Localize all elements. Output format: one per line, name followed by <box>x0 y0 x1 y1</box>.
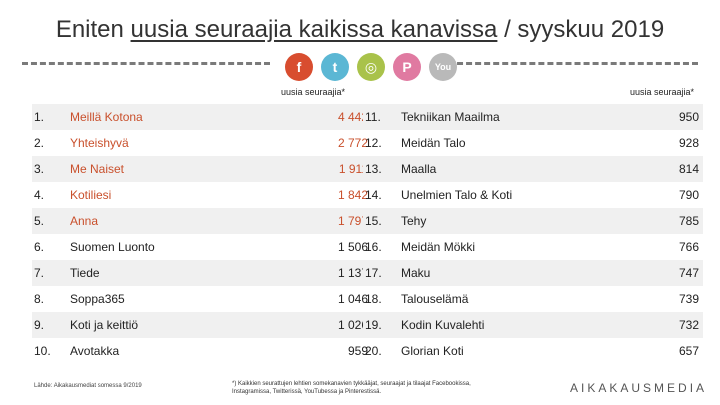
name-cell: Talouselämä <box>401 292 469 306</box>
name-cell: Kotiliesi <box>70 188 112 202</box>
rank-cell: 20. <box>365 344 382 358</box>
name-cell: Me Naiset <box>70 162 125 176</box>
value-cell: 732 <box>678 318 699 332</box>
value-cell: 1 046 <box>337 292 368 306</box>
name-cell: Glorian Koti <box>401 344 464 358</box>
table-row: 9. Koti ja keittiö 1 026 <box>32 312 372 338</box>
rank-cell: 6. <box>34 240 45 254</box>
value-cell: 1 506 <box>337 240 368 254</box>
table-row: 6. Suomen Luonto 1 506 <box>32 234 372 260</box>
social-icons: f t ◎ P You <box>285 53 457 83</box>
name-cell: Kodin Kuvalehti <box>401 318 485 332</box>
title-suffix: / syyskuu 2019 <box>497 16 665 43</box>
table-row: 18. Talouselämä 739 <box>363 286 703 312</box>
name-cell: Soppa365 <box>70 292 125 306</box>
table-row: 2. Yhteishyvä 2 772 <box>32 130 372 156</box>
rank-cell: 13. <box>365 162 382 176</box>
footnote: *) Kaikkien seurattujen lehtien somekana… <box>232 381 471 395</box>
page-title: Eniten uusia seuraajia kaikissa kanaviss… <box>0 16 720 44</box>
rank-cell: 3. <box>34 162 45 176</box>
value-cell: 1 137 <box>337 266 368 280</box>
dashed-divider-left <box>22 62 270 65</box>
name-cell: Meidän Mökki <box>401 240 476 254</box>
pinterest-icon: P <box>393 53 421 81</box>
brand-logo: AIKAKAUSMEDIA <box>570 381 708 395</box>
rank-cell: 12. <box>365 136 382 150</box>
value-cell: 747 <box>678 266 699 280</box>
value-cell: 1 911 <box>338 162 368 176</box>
rank-cell: 11. <box>365 110 381 124</box>
value-cell: 1 842 <box>337 188 368 202</box>
ranking-table-right: 11. Tekniikan Maailma 950 12. Meidän Talo 928… <box>363 104 703 364</box>
table-row: 12. Meidän Talo 928 <box>363 130 703 156</box>
rank-cell: 5. <box>34 214 45 228</box>
name-cell: Tiede <box>70 266 100 280</box>
table-row: 20. Glorian Koti 657 <box>363 338 703 364</box>
value-cell: 739 <box>678 292 699 306</box>
twitter-icon: t <box>321 53 349 81</box>
name-cell: Avotakka <box>70 344 120 358</box>
value-cell: 1 797 <box>337 214 368 228</box>
rank-cell: 7. <box>34 266 45 280</box>
rank-cell: 19. <box>365 318 382 332</box>
table-row: 14. Unelmien Talo & Koti 790 <box>363 182 703 208</box>
value-cell: 790 <box>678 188 699 202</box>
value-cell: 766 <box>678 240 699 254</box>
rank-cell: 15. <box>365 214 382 228</box>
table-row: 1. Meillä Kotona 4 442 <box>32 104 372 130</box>
name-cell: Anna <box>70 214 99 228</box>
name-cell: Tekniikan Maailma <box>401 110 500 124</box>
value-cell: 928 <box>678 136 699 150</box>
name-cell: Maku <box>401 266 431 280</box>
rank-cell: 4. <box>34 188 45 202</box>
value-cell: 1 026 <box>337 318 368 332</box>
table-row: 16. Meidän Mökki 766 <box>363 234 703 260</box>
table-row: 5. Anna 1 797 <box>32 208 372 234</box>
title-prefix: Eniten <box>55 16 131 43</box>
rank-cell: 17. <box>365 266 382 280</box>
name-cell: Meillä Kotona <box>70 110 143 124</box>
table-row: 11. Tekniikan Maailma 950 <box>363 104 703 130</box>
youtube-icon: You <box>429 53 457 81</box>
rank-cell: 10. <box>34 344 51 358</box>
name-cell: Tehy <box>401 214 427 228</box>
rank-cell: 8. <box>34 292 45 306</box>
rank-cell: 1. <box>34 110 45 124</box>
name-cell: Unelmien Talo & Koti <box>401 188 513 202</box>
name-cell: Koti ja keittiö <box>70 318 139 332</box>
name-cell: Meidän Talo <box>401 136 466 150</box>
name-cell: Suomen Luonto <box>70 240 155 254</box>
rank-cell: 14. <box>365 188 382 202</box>
table-row: 17. Maku 747 <box>363 260 703 286</box>
rank-cell: 9. <box>34 318 45 332</box>
value-cell: 4 442 <box>337 110 368 124</box>
value-cell: 959 <box>347 344 368 358</box>
column-header-right: uusia seuraajia* <box>630 87 695 97</box>
table-row: 10. Avotakka 959 <box>32 338 372 364</box>
rank-cell: 18. <box>365 292 382 306</box>
source-note: Lähde: Aikakausmediat somessa 9/2019 <box>34 383 142 389</box>
rank-cell: 16. <box>365 240 382 254</box>
value-cell: 2 772 <box>337 136 368 150</box>
value-cell: 657 <box>678 344 699 358</box>
table-row: 7. Tiede 1 137 <box>32 260 372 286</box>
table-row: 8. Soppa365 1 046 <box>32 286 372 312</box>
name-cell: Maalla <box>401 162 437 176</box>
name-cell: Yhteishyvä <box>70 136 129 150</box>
dashed-divider-right <box>448 62 698 65</box>
table-row: 15. Tehy 785 <box>363 208 703 234</box>
instagram-icon: ◎ <box>357 53 385 81</box>
value-cell: 950 <box>678 110 699 124</box>
facebook-icon: f <box>285 53 313 81</box>
table-row: 19. Kodin Kuvalehti 732 <box>363 312 703 338</box>
ranking-table-left: 1. Meillä Kotona 4 442 2. Yhteishyvä 2 772 3. M… <box>32 104 372 364</box>
table-row: 3. Me Naiset 1 911 <box>32 156 372 182</box>
table-row: 4. Kotiliesi 1 842 <box>32 182 372 208</box>
value-cell: 814 <box>678 162 699 176</box>
title-underlined: uusia seuraajia kaikissa kanavissa <box>130 16 498 43</box>
table-row: 13. Maalla 814 <box>363 156 703 182</box>
column-header-left: uusia seuraajia* <box>281 87 346 97</box>
rank-cell: 2. <box>34 136 45 150</box>
value-cell: 785 <box>678 214 699 228</box>
